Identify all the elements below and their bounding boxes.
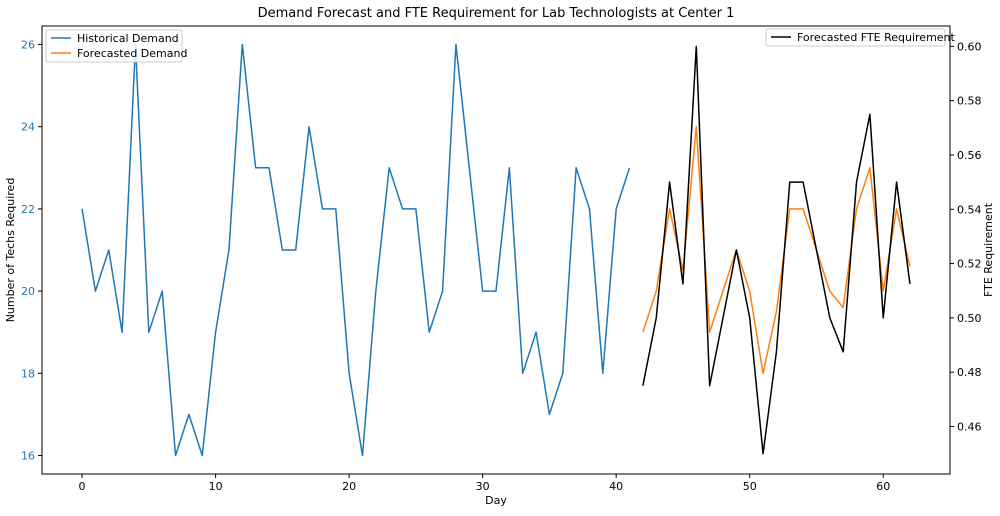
y-left-tick-label: 18 (21, 367, 35, 380)
y-left-tick-label: 26 (21, 38, 35, 51)
x-tick-label: 30 (476, 480, 490, 493)
y-left-tick-label: 16 (21, 450, 35, 463)
legend-right-box (765, 28, 946, 47)
x-tick-label: 10 (209, 480, 223, 493)
y-right-tick-label: 0.58 (957, 95, 982, 108)
x-tick-label: 60 (876, 480, 890, 493)
x-tick-label: 0 (79, 480, 86, 493)
y-right-tick-label: 0.54 (957, 203, 982, 216)
y-axis-title-right: FTE Requirement (982, 202, 995, 297)
x-tick-label: 20 (342, 480, 356, 493)
x-tick-label: 50 (743, 480, 757, 493)
legend-left-box (45, 29, 183, 63)
legend-left: Historical Demand Forecasted Demand (45, 29, 187, 63)
chart-title: Demand Forecast and FTE Requirement for … (258, 6, 735, 21)
series-line-forecasted-demand (642, 125, 911, 375)
y-right-tick-label: 0.50 (957, 312, 982, 325)
x-tick-label: 40 (609, 480, 623, 493)
plot-area: 0 10 20 30 40 50 60 16 18 20 22 24 26 0.46 0.48 0.50 0.5… (21, 25, 982, 493)
y-left-tick-label: 22 (21, 203, 35, 216)
y-axis-title-left: Number of Techs Required (4, 178, 17, 323)
legend-right: Forecasted FTE Requirement (765, 28, 956, 47)
y-right-tick-label: 0.60 (957, 40, 982, 53)
legend-label: Forecasted FTE Requirement (797, 31, 956, 44)
legend-label: Forecasted Demand (77, 47, 187, 60)
y-right-tick-label: 0.56 (957, 149, 982, 162)
x-axis-title: Day (485, 494, 507, 507)
y-right-tick-label: 0.48 (957, 366, 982, 379)
legend-label: Historical Demand (77, 32, 179, 45)
y-right-tick-label: 0.46 (957, 420, 982, 433)
y-left-tick-label: 20 (21, 285, 35, 298)
series-line-forecasted-fte-requirement (642, 45, 911, 455)
series-line-historical-demand (81, 43, 631, 457)
y-right-tick-label: 0.52 (957, 258, 982, 271)
y-left-tick-label: 24 (21, 121, 35, 134)
plot-frame (41, 25, 951, 475)
